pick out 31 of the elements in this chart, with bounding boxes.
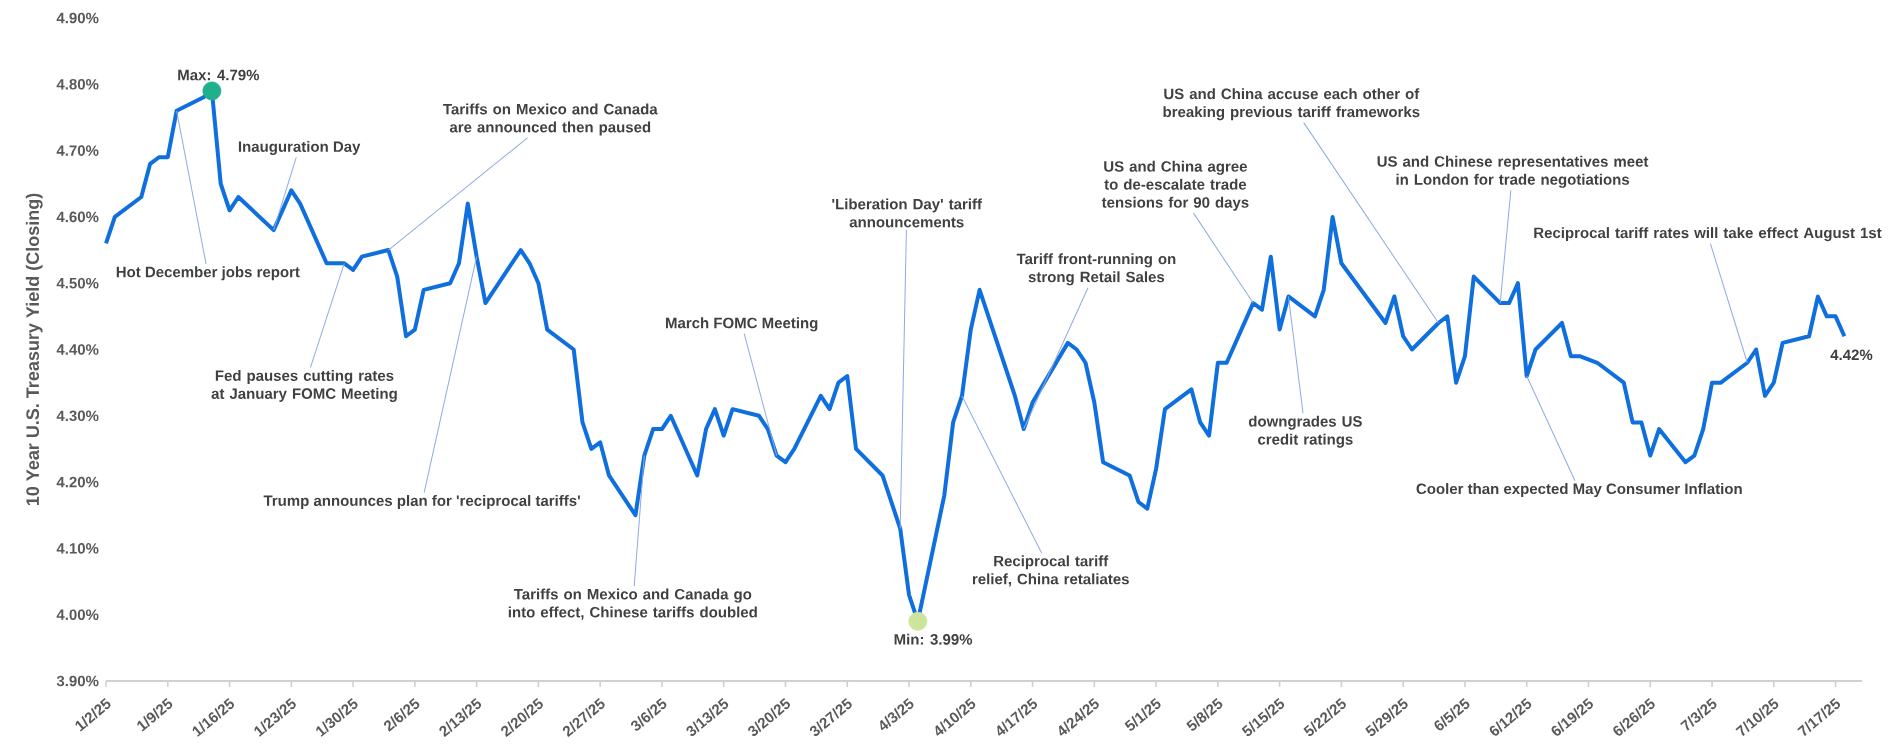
annotation: Inauguration Day [238,140,361,155]
y-tick-label: 4.30% [56,410,99,422]
y-tick-label: 4.50% [56,277,99,289]
annotation: Cooler than expected May Consumer Inflation [1416,483,1742,498]
y-tick-label: 3.90% [56,675,99,687]
annotation: downgrades US credit ratings [1248,415,1362,448]
y-axis-title: 10 Year U.S. Treasury Yield (Closing) [25,193,43,506]
annotation: Min: 3.99% [894,633,973,645]
y-tick-label: 4.80% [56,78,99,90]
annotation: Tariffs on Mexico and Canada are announced then paused [443,103,658,136]
annotation: March FOMC Meeting [666,317,818,332]
annotation: Trump announces plan for 'reciprocal tariffs' [263,495,580,509]
annotation: Max: 4.79% [178,69,260,81]
annotation: Tariff front-running on strong Retail Sales [1016,253,1176,286]
annotation: 4.42% [1830,349,1873,361]
y-tick-label: 4.90% [56,12,99,24]
annotation: Fed pauses cutting rates at January FOMC Meeting [211,369,397,402]
annotation: US and China agree to de-escalate trade tensions for 90 days [1101,160,1249,211]
y-tick-label: 4.20% [56,476,99,488]
annotation: Hot December jobs report [116,266,300,281]
annotation: Reciprocal tariff rates will take effect August 1st [1534,227,1882,242]
annotation: 'Liberation Day' tariff announcements [832,198,982,228]
y-tick-label: 4.40% [56,344,99,355]
y-tick-label: 4.70% [56,145,99,156]
annotation: Tariffs on Mexico and Canada go into effect, Chinese tariffs doubled [508,588,757,620]
annotation: Reciprocal tariff relief, China retaliates [972,555,1129,587]
annotation: US and China accuse each other of breaking previous tariff frameworks [1163,88,1420,121]
y-tick-label: 4.60% [56,211,99,223]
y-tick-label: 4.00% [56,609,99,621]
annotation: US and Chinese representatives meet in London for trade negotiations [1377,155,1649,188]
y-tick-label: 4.10% [56,543,99,554]
